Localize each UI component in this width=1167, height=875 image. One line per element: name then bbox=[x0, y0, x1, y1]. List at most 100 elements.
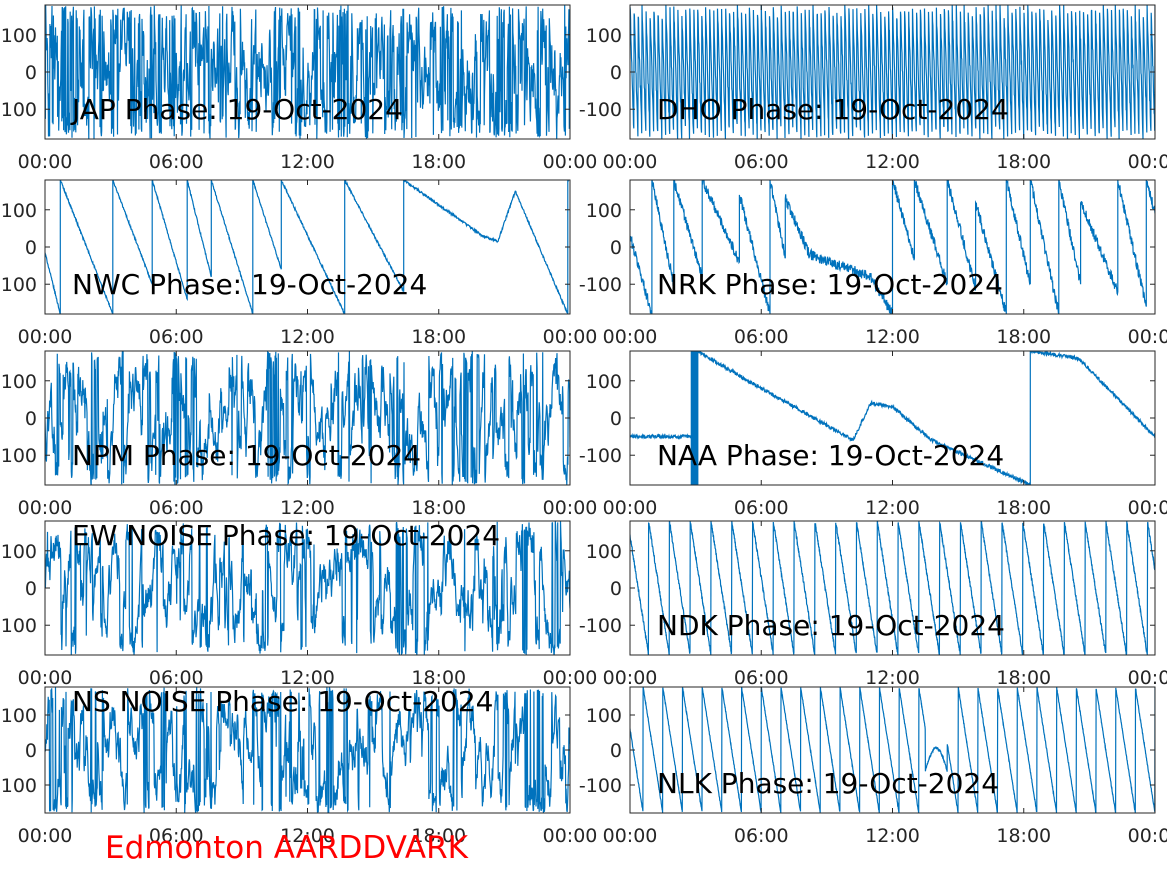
xtick-label: 00:00 bbox=[543, 825, 598, 847]
panel-npm: 100 0 100 00:00 06:00 12:00 18:00 00:00 NPM Phas… bbox=[1, 350, 598, 519]
xtick-label: 18:00 bbox=[996, 667, 1051, 689]
xtick-label: 18:00 bbox=[411, 825, 466, 847]
panel-nlk: 100 0 -100 00:00 06:00 12:00 18:00 00:00 NLK Pha… bbox=[579, 686, 1167, 847]
xtick-label: 12:00 bbox=[865, 326, 920, 348]
panel-nrk: 100 0 -100 00:00 06:00 12:00 18:00 00:00 NRK Pha… bbox=[579, 179, 1167, 348]
series-line-nwc bbox=[45, 180, 570, 314]
ytick-label: 100 bbox=[1, 25, 37, 47]
ytick-label: 100 bbox=[586, 25, 622, 47]
series-line-npm bbox=[45, 351, 570, 485]
xtick-label: 18:00 bbox=[996, 497, 1051, 519]
xtick-label: 00:00 bbox=[603, 151, 658, 173]
xtick-label: 00:00 bbox=[1128, 497, 1167, 519]
ytick-label: 100 bbox=[586, 200, 622, 222]
ytick-label: 0 bbox=[25, 578, 37, 600]
xtick-label: 18:00 bbox=[996, 151, 1051, 173]
series-line-nrk bbox=[630, 180, 1155, 314]
ytick-label: 0 bbox=[610, 578, 622, 600]
xtick-label: 18:00 bbox=[996, 825, 1051, 847]
ytick-label: 0 bbox=[610, 408, 622, 430]
ytick-label: 0 bbox=[25, 408, 37, 430]
ytick-label: 100 bbox=[1, 200, 37, 222]
ytick-label: 0 bbox=[25, 740, 37, 762]
xtick-label: 00:00 bbox=[18, 825, 73, 847]
series-line-jap bbox=[45, 5, 570, 139]
panel-nwc: 100 0 100 00:00 06:00 12:00 18:00 00:00 NWC Phas… bbox=[1, 179, 598, 348]
series-line-ewnoise bbox=[45, 521, 570, 655]
panel-nsnoise: 100 0 100 00:00 06:00 12:00 18:00 00:00 NS NOISE… bbox=[1, 685, 598, 847]
xtick-label: 12:00 bbox=[280, 326, 335, 348]
xtick-label: 12:00 bbox=[865, 497, 920, 519]
xtick-label: 06:00 bbox=[734, 326, 789, 348]
panel-title-ndk: NDK Phase: 19-Oct-2024 bbox=[657, 609, 1005, 642]
ytick-label: -100 bbox=[579, 445, 622, 467]
xtick-label: 06:00 bbox=[149, 497, 204, 519]
xtick-label: 00:00 bbox=[603, 825, 658, 847]
panel-jap: 100 0 100 00:00 06:00 12:00 18:00 00:00 JAP Phas… bbox=[1, 4, 598, 173]
panel-title-nwc: NWC Phase: 19-Oct-2024 bbox=[72, 268, 427, 301]
ytick-label: 100 bbox=[1, 615, 37, 637]
ytick-label: -100 bbox=[579, 775, 622, 797]
ytick-label: 100 bbox=[1, 371, 37, 393]
xtick-label: 00:00 bbox=[1128, 151, 1167, 173]
xtick-label: 00:00 bbox=[18, 326, 73, 348]
ytick-label: 0 bbox=[610, 740, 622, 762]
panel-title-nsnoise: NS NOISE Phase: 19-Oct-2024 bbox=[72, 685, 493, 718]
xtick-label: 18:00 bbox=[411, 667, 466, 689]
xtick-label: 12:00 bbox=[280, 667, 335, 689]
xtick-label: 00:00 bbox=[543, 326, 598, 348]
series-line-nsnoise bbox=[45, 687, 570, 813]
panel-ndk: 100 0 -100 00:00 06:00 12:00 18:00 00:00 NDK Pha… bbox=[579, 520, 1167, 689]
xtick-label: 06:00 bbox=[149, 825, 204, 847]
xtick-label: 00:00 bbox=[543, 151, 598, 173]
panel-title-naa: NAA Phase: 19-Oct-2024 bbox=[657, 439, 1004, 472]
xtick-label: 00:00 bbox=[18, 151, 73, 173]
xtick-label: 18:00 bbox=[411, 326, 466, 348]
panel-title-jap: JAP Phase: 19-Oct-2024 bbox=[70, 93, 403, 126]
panel-dho: 100 0 -100 00:00 06:00 12:00 18:00 00:00 DHO Pha… bbox=[579, 4, 1167, 173]
ytick-label: 100 bbox=[1, 445, 37, 467]
ytick-label: 0 bbox=[610, 62, 622, 84]
xtick-label: 06:00 bbox=[149, 326, 204, 348]
ytick-label: 100 bbox=[1, 541, 37, 563]
xtick-label: 06:00 bbox=[734, 667, 789, 689]
ytick-label: 100 bbox=[586, 705, 622, 727]
ytick-label: 0 bbox=[610, 237, 622, 259]
panel-title-ewnoise: EW NOISE Phase: 19-Oct-2024 bbox=[72, 519, 500, 552]
panel-naa: 100 0 -100 00:00 06:00 12:00 18:00 00:00 NAA Pha… bbox=[579, 350, 1167, 519]
ytick-label: 0 bbox=[25, 237, 37, 259]
xtick-label: 12:00 bbox=[865, 825, 920, 847]
panel-title-nrk: NRK Phase: 19-Oct-2024 bbox=[657, 268, 1003, 301]
xtick-label: 06:00 bbox=[149, 151, 204, 173]
xtick-label: 00:00 bbox=[603, 667, 658, 689]
xtick-label: 00:00 bbox=[543, 667, 598, 689]
panel-title-npm: NPM Phase: 19-Oct-2024 bbox=[72, 439, 421, 472]
series-line-dho bbox=[630, 5, 1155, 139]
xtick-label: 00:00 bbox=[543, 497, 598, 519]
ytick-label: 100 bbox=[1, 775, 37, 797]
ytick-label: 100 bbox=[586, 541, 622, 563]
xtick-label: 00:00 bbox=[603, 326, 658, 348]
station-footer-label: Edmonton AARDDVARK bbox=[105, 830, 469, 866]
panel-ewnoise: 100 0 100 00:00 06:00 12:00 18:00 00:00 EW NOISE… bbox=[1, 519, 598, 689]
xtick-label: 06:00 bbox=[734, 825, 789, 847]
xtick-label: 00:00 bbox=[18, 667, 73, 689]
xtick-label: 18:00 bbox=[411, 151, 466, 173]
ytick-label: -100 bbox=[579, 99, 622, 121]
series-line-nlk bbox=[630, 687, 1155, 813]
xtick-label: 00:00 bbox=[1128, 326, 1167, 348]
ytick-label: -100 bbox=[579, 274, 622, 296]
xtick-label: 06:00 bbox=[734, 497, 789, 519]
ytick-label: 100 bbox=[1, 99, 37, 121]
panel-title-nlk: NLK Phase: 19-Oct-2024 bbox=[657, 767, 999, 800]
xtick-label: 00:00 bbox=[603, 497, 658, 519]
series-line-ndk bbox=[630, 521, 1155, 655]
xtick-label: 18:00 bbox=[996, 326, 1051, 348]
xtick-label: 12:00 bbox=[865, 151, 920, 173]
ytick-label: 100 bbox=[1, 705, 37, 727]
ytick-label: -100 bbox=[579, 615, 622, 637]
xtick-label: 00:00 bbox=[1128, 825, 1167, 847]
xtick-label: 12:00 bbox=[280, 825, 335, 847]
xtick-label: 00:00 bbox=[18, 497, 73, 519]
xtick-label: 06:00 bbox=[149, 667, 204, 689]
